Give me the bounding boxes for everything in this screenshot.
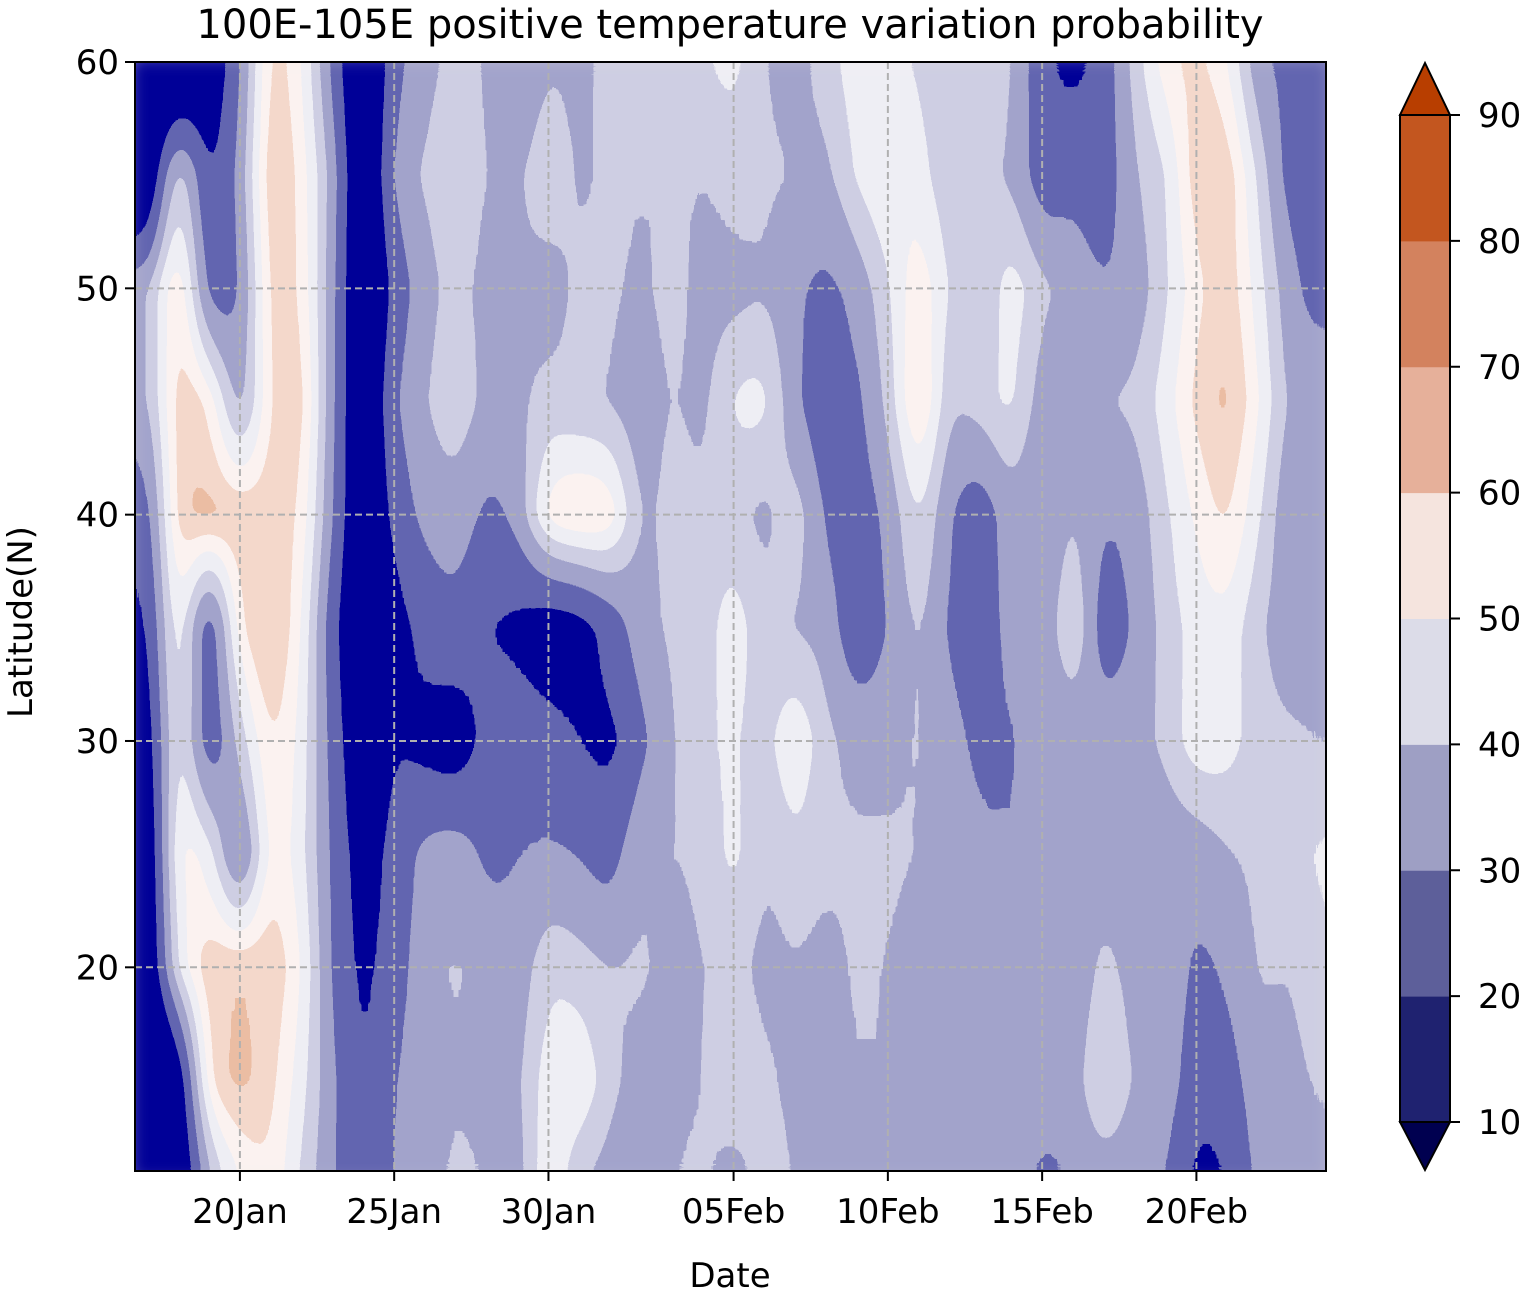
colorbar-tick-label: 30 xyxy=(1478,851,1521,891)
colorbar-tick-label: 90 xyxy=(1478,96,1521,136)
y-tick-label: 40 xyxy=(76,496,119,536)
x-axis: 20Jan 25Jan 30Jan 05Feb 10Feb 15Feb 20Feb xyxy=(192,1171,1248,1232)
x-tick-label: 05Feb xyxy=(682,1192,785,1232)
x-axis-label: Date xyxy=(689,1256,770,1290)
contour-field xyxy=(125,52,1337,1187)
y-axis-label: Latitude(N) xyxy=(1,526,41,718)
colorbar-tick-label: 60 xyxy=(1478,474,1521,514)
y-axis: 20 30 40 50 60 xyxy=(76,43,135,988)
colorbar-tick-label: 10 xyxy=(1478,1103,1521,1143)
colorbar-band xyxy=(1400,493,1450,619)
colorbar-band xyxy=(1400,115,1450,241)
colorbar-band xyxy=(1400,619,1450,745)
y-tick-label: 50 xyxy=(76,269,119,309)
y-tick-label: 20 xyxy=(76,948,119,988)
colorbar-tick-label: 50 xyxy=(1478,600,1521,640)
colorbar-tick-label: 80 xyxy=(1478,222,1521,262)
y-tick-label: 30 xyxy=(76,722,119,762)
colorbar-extend-min xyxy=(1400,1122,1450,1170)
colorbar-tick-label: 70 xyxy=(1478,348,1521,388)
colorbar: 10 20 30 40 50 60 70 80 90 xyxy=(1400,63,1521,1170)
x-tick-label: 20Jan xyxy=(192,1192,288,1232)
chart-root: 100E-105E positive temperature variation… xyxy=(0,0,1530,1290)
colorbar-band xyxy=(1400,744,1450,870)
colorbar-tick-label: 40 xyxy=(1478,725,1521,765)
colorbar-tick-label: 20 xyxy=(1478,977,1521,1017)
y-tick-label: 60 xyxy=(76,43,119,83)
x-tick-label: 30Jan xyxy=(501,1192,597,1232)
chart-title: 100E-105E positive temperature variation… xyxy=(196,2,1263,48)
colorbar-band xyxy=(1400,870,1450,996)
plot-area xyxy=(125,52,1337,1187)
colorbar-band xyxy=(1400,367,1450,493)
colorbar-extend-max xyxy=(1400,63,1450,115)
colorbar-band xyxy=(1400,241,1450,367)
x-tick-label: 10Feb xyxy=(836,1192,939,1232)
x-tick-label: 20Feb xyxy=(1145,1192,1248,1232)
colorbar-band xyxy=(1400,996,1450,1122)
x-tick-label: 25Jan xyxy=(346,1192,442,1232)
x-tick-label: 15Feb xyxy=(990,1192,1093,1232)
